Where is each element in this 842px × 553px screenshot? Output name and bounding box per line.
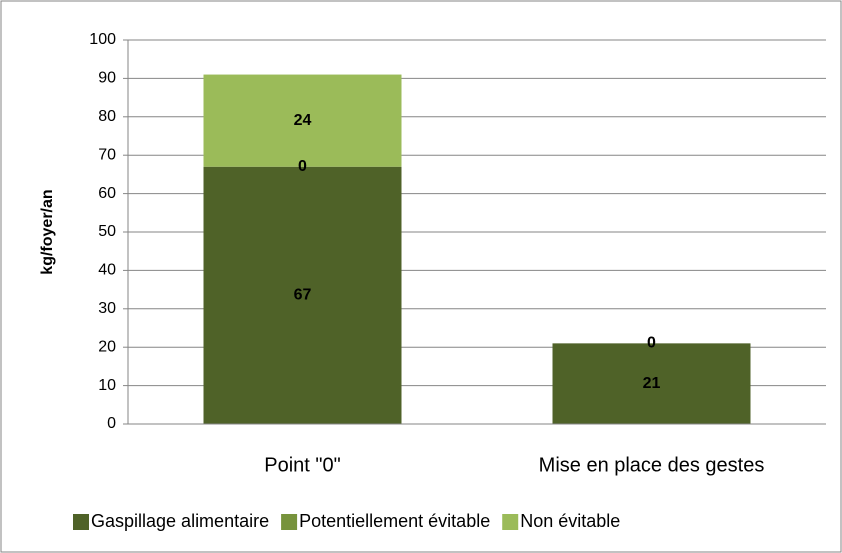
value-label: 0 [647, 335, 656, 352]
y-tick-label: 30 [98, 300, 116, 317]
y-tick-label: 20 [98, 338, 116, 355]
x-tick-label: Mise en place des gestes [539, 454, 765, 476]
value-label: 67 [294, 287, 312, 304]
legend-swatch [281, 514, 298, 530]
legend-label: Gaspillage alimentaire [91, 511, 269, 531]
y-tick-label: 60 [98, 185, 116, 202]
legend-swatch [73, 514, 89, 530]
y-tick-label: 90 [98, 70, 116, 87]
legend-label: Potentiellement évitable [299, 511, 490, 531]
y-tick-label: 40 [98, 262, 116, 279]
y-tick-label: 0 [107, 415, 116, 432]
legend-label: Non évitable [520, 511, 620, 531]
y-tick-label: 50 [98, 223, 116, 240]
y-tick-label: 10 [98, 377, 116, 394]
y-axis-title: kg/foyer/an [39, 189, 56, 274]
y-tick-label: 100 [89, 31, 116, 48]
value-label: 21 [643, 375, 661, 392]
value-label: 0 [298, 158, 307, 175]
y-tick-label: 80 [98, 108, 116, 125]
bar-segment [552, 343, 751, 424]
value-label: 24 [294, 112, 312, 129]
y-tick-label: 70 [98, 146, 116, 163]
x-tick-label: Point "0" [264, 454, 340, 476]
legend-swatch [502, 514, 519, 530]
bar-segment [203, 166, 402, 424]
bar-segment [203, 74, 402, 167]
